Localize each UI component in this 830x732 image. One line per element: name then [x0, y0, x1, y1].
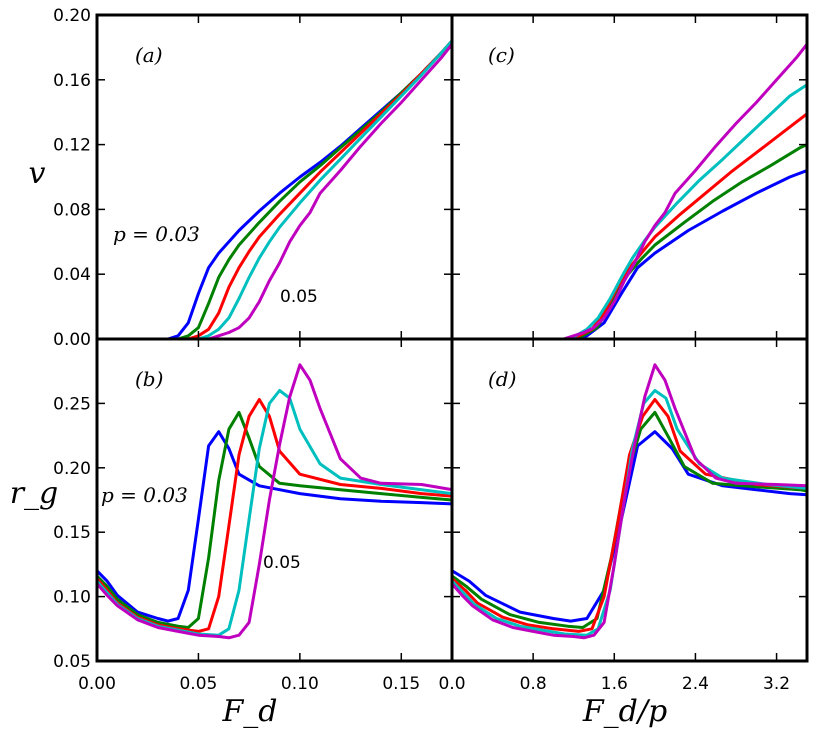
panel-a-ytick-label: 0.12	[53, 136, 91, 156]
panel-a-ytick-label: 0.04	[53, 265, 91, 285]
tick-marks: 0.000.040.080.120.160.200.00 0.05 0.10 0.15…	[53, 6, 807, 694]
panel-d-series-p-0_045	[452, 389, 807, 637]
panel-d-series-p-0_05	[452, 363, 807, 640]
panel-d-label: (d)	[488, 367, 516, 391]
panel-b-xtick-label: 0.05	[179, 674, 217, 694]
panel-d-series-p-0_04	[452, 398, 807, 633]
panel-a-ytick-label: 0.08	[53, 200, 91, 220]
panel-a-ytick-label: 0.20	[53, 6, 91, 26]
panel-c-series-p-0_045	[563, 83, 807, 339]
panel-a-annotation-p-start: p = 0.03	[113, 222, 200, 246]
y-axis-label-top: v	[29, 156, 46, 191]
panel-d-xtick-label: 3.2	[763, 674, 790, 694]
panel-a-ytick-label: 0.00	[53, 330, 91, 350]
panel-c-series-p-0_05	[562, 42, 807, 339]
panel-b-ytick-label: 0.25	[53, 394, 91, 414]
panel-d-frame	[450, 337, 809, 663]
panel-b-annotation-p-end: 0.05	[263, 553, 301, 573]
panel-b-series-p-0_035	[97, 410, 452, 629]
panel-d-xtick-label: 2.4	[682, 674, 709, 694]
panel-d-xtick-label: 1.6	[601, 674, 628, 694]
x-axis-label-right: F_d/p	[582, 694, 667, 729]
panel-b-xtick-label: 0.10	[281, 674, 319, 694]
panel-b-ytick-label: 0.10	[53, 588, 91, 608]
panel-a-ytick-label: 0.16	[53, 71, 91, 91]
panel-c-series	[562, 42, 807, 339]
panel-b-ytick-label: 0.05	[53, 652, 91, 672]
panel-b-ytick-label: 0.15	[53, 523, 91, 543]
panel-d-series-p-0_035	[452, 410, 807, 629]
panel-c-series-p-0_035	[566, 143, 807, 339]
panel-b-series	[97, 363, 452, 640]
panel-b-series-p-0_04	[97, 398, 452, 633]
panel-d-series	[452, 363, 807, 640]
panel-d-xtick-label: 0.0	[438, 674, 465, 694]
panel-b-xtick-label: 0.00	[78, 674, 116, 694]
panel-b-series-p-0_045	[97, 389, 452, 637]
panel-a-label: (a)	[135, 43, 163, 67]
panel-b-series-p-0_05	[97, 363, 452, 640]
y-axis-label-bottom: r_g	[10, 476, 59, 511]
panel-b-annotation-p-start: p = 0.03	[101, 483, 188, 507]
panel-b-label: (b)	[135, 367, 163, 391]
panel-a-series-p-0_045	[196, 39, 452, 339]
panel-b-ytick-label: 0.20	[53, 459, 91, 479]
panel-c-series-p-0_04	[565, 112, 807, 339]
panel-b-xtick-label: 0.15	[382, 674, 420, 694]
panel-b-series-p-0_03	[97, 430, 452, 623]
x-axis-label-left: F_d	[221, 694, 277, 729]
panel-a-annotation-p-end: 0.05	[280, 287, 318, 307]
panel-a-series-p-0_05	[207, 42, 452, 339]
panel-a-series	[166, 39, 452, 339]
panel-d-xtick-label: 0.8	[520, 674, 547, 694]
panel-c-label: (c)	[488, 43, 515, 67]
